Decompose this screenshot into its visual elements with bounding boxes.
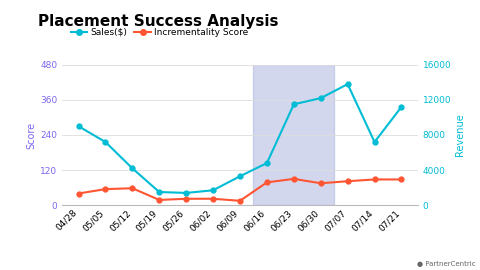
- Y-axis label: Revenue: Revenue: [456, 114, 466, 156]
- Legend: Sales($), Incrementality Score: Sales($), Incrementality Score: [67, 24, 252, 40]
- Y-axis label: Score: Score: [26, 122, 36, 148]
- Text: Placement Success Analysis: Placement Success Analysis: [37, 14, 278, 29]
- Bar: [253, 65, 334, 205]
- Text: ● PartnerCentric: ● PartnerCentric: [417, 261, 475, 267]
